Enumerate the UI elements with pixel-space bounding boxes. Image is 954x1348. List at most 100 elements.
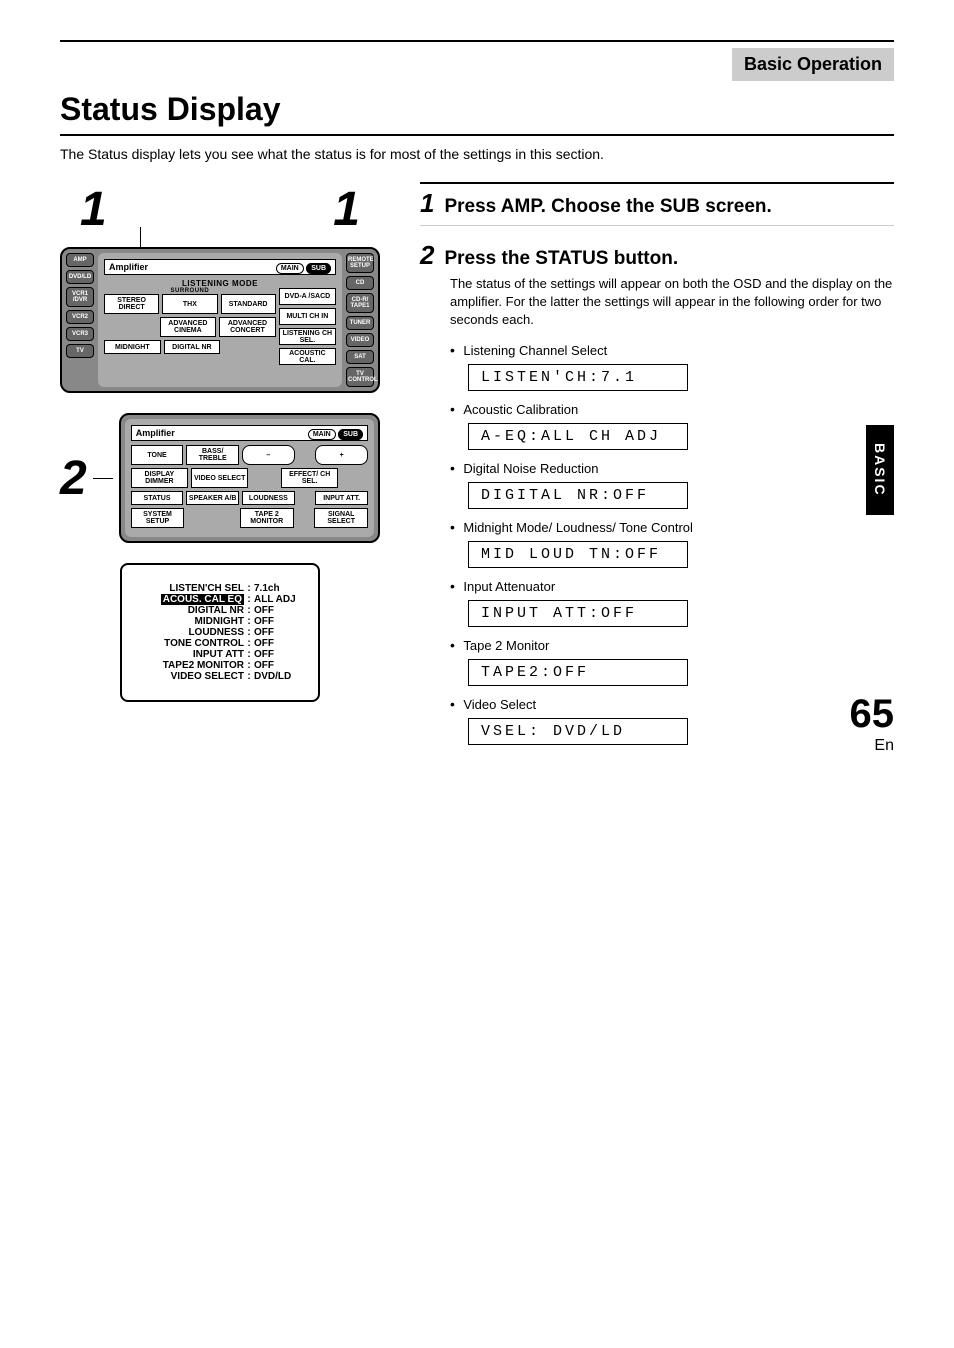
pointer-2: 2: [60, 451, 87, 506]
page-title: Status Display: [60, 91, 894, 136]
btn-multich: MULTI CH IN: [279, 308, 336, 325]
btn-thx: THX: [162, 294, 217, 314]
osd-row: MIDNIGHT:OFF: [144, 616, 296, 627]
btn-dvda-sacd: DVD-A /SACD: [279, 288, 336, 305]
sel-dvdld: DVD/LD: [66, 270, 94, 284]
sel-tv: TV: [66, 344, 94, 358]
pointer-1-right: 1: [333, 182, 360, 237]
lcd-display: DIGITAL NR:OFF: [468, 482, 688, 509]
btn-status: STATUS: [131, 491, 184, 505]
remote-diagram-2: Amplifier MAIN SUB TONE BASS/ TREBLE – +: [119, 413, 380, 543]
osd-row: INPUT ATT:OFF: [144, 649, 296, 660]
osd-row: TAPE2 MONITOR:OFF: [144, 660, 296, 671]
sel-cd: CD: [346, 276, 374, 290]
status-item-label: • Digital Noise Reduction: [450, 460, 894, 478]
sel-video: VIDEO: [346, 333, 374, 347]
page-number-block: 65 En: [850, 692, 895, 755]
remote1-title-text: Amplifier: [109, 262, 148, 272]
status-item-label: • Midnight Mode/ Loudness/ Tone Control: [450, 519, 894, 537]
status-item-label: • Tape 2 Monitor: [450, 637, 894, 655]
pointer-line: [140, 227, 141, 247]
osd-panel: LISTEN'CH SEL:7.1chACOUS. CAL EQ:ALL ADJ…: [120, 563, 320, 702]
intro-text: The Status display lets you see what the…: [60, 146, 894, 162]
sel-tuner: TUNER: [346, 316, 374, 330]
btn-input-att: INPUT ATT.: [315, 491, 368, 505]
btn-acoustic-cal: ACOUSTIC CAL.: [279, 348, 336, 365]
lcd-display: INPUT ATT:OFF: [468, 600, 688, 627]
status-item: • Listening Channel Select LISTEN'CH:7.1: [450, 342, 894, 391]
remote2-title: Amplifier MAIN SUB: [131, 425, 368, 441]
btn-display-dimmer: DISPLAY DIMMER: [131, 468, 188, 488]
step-2-body: The status of the settings will appear o…: [450, 275, 894, 330]
sel-remote-setup: REMOTE SETUP: [346, 253, 374, 273]
left-column: 1 1 AMP DVD/LD VCR1 /DVR VCR2 VCR3 TV Am…: [60, 182, 380, 702]
pill-main: MAIN: [276, 263, 304, 274]
step-1-num: 1: [420, 188, 434, 219]
btn-digital-nr: DIGITAL NR: [164, 340, 221, 354]
status-item: • Tape 2 Monitor TAPE2:OFF: [450, 637, 894, 686]
step-2-num: 2: [420, 240, 434, 271]
status-list: • Listening Channel SelectLISTEN'CH:7.1•…: [450, 342, 894, 745]
btn-minus: –: [242, 445, 295, 465]
btn-video-select: VIDEO SELECT: [191, 468, 248, 488]
lcd-display: TAPE2:OFF: [468, 659, 688, 686]
btn-loudness: LOUDNESS: [242, 491, 295, 505]
pill-sub-2: SUB: [338, 429, 363, 440]
chapter-title: Basic Operation: [732, 48, 894, 81]
btn-effect-chsel: EFFECT/ CH SEL.: [281, 468, 338, 488]
sel-sat: SAT: [346, 350, 374, 364]
pointer-1-left: 1: [80, 182, 107, 237]
status-item-label: • Video Select: [450, 696, 894, 714]
side-tab: BASIC: [866, 425, 894, 515]
btn-system-setup: SYSTEM SETUP: [131, 508, 185, 528]
lcd-display: VSEL: DVD/LD: [468, 718, 688, 745]
remote1-left-selectors: AMP DVD/LD VCR1 /DVR VCR2 VCR3 TV: [66, 253, 94, 387]
page-lang: En: [850, 737, 895, 755]
status-item: • Video Select VSEL: DVD/LD: [450, 696, 894, 745]
btn-midnight: MIDNIGHT: [104, 340, 161, 354]
status-item-label: • Listening Channel Select: [450, 342, 894, 360]
btn-standard: STANDARD: [221, 294, 276, 314]
status-item: • Input Attenuator INPUT ATT:OFF: [450, 578, 894, 627]
status-item: • Midnight Mode/ Loudness/ Tone Control M…: [450, 519, 894, 568]
lcd-display: A-EQ:ALL CH ADJ: [468, 423, 688, 450]
pill-sub: SUB: [306, 263, 331, 274]
main-content: 1 1 AMP DVD/LD VCR1 /DVR VCR2 VCR3 TV Am…: [60, 182, 894, 755]
page-number: 65: [850, 692, 895, 737]
lcd-display: LISTEN'CH:7.1: [468, 364, 688, 391]
sel-vcr3: VCR3: [66, 327, 94, 341]
step-1-heading: 1 Press AMP. Choose the SUB screen.: [420, 182, 894, 226]
remote-diagram-1: AMP DVD/LD VCR1 /DVR VCR2 VCR3 TV Amplif…: [60, 247, 380, 393]
btn-adv-concert: ADVANCED CONCERT: [219, 317, 276, 337]
pill-main-2: MAIN: [308, 429, 336, 440]
sel-tvcontrol: TV CONTROL: [346, 367, 374, 387]
btn-tone: TONE: [131, 445, 184, 465]
status-item-label: • Input Attenuator: [450, 578, 894, 596]
lcd-display: MID LOUD TN:OFF: [468, 541, 688, 568]
step-2-heading: 2 Press the STATUS button.: [420, 240, 894, 271]
step-2-text: Press the STATUS button.: [444, 248, 678, 270]
btn-listen-chsel: LISTENING CH SEL.: [279, 328, 336, 345]
sel-amp: AMP: [66, 253, 94, 267]
sel-vcr2: VCR2: [66, 310, 94, 324]
osd-row: VIDEO SELECT:DVD/LD: [144, 671, 296, 682]
remote1-title: Amplifier MAIN SUB: [104, 259, 336, 275]
listening-mode-label: LISTENING MODE: [104, 279, 336, 288]
btn-tape2-monitor: TAPE 2 MONITOR: [240, 508, 294, 528]
sel-vcr1: VCR1 /DVR: [66, 287, 94, 307]
osd-row: LOUDNESS:OFF: [144, 627, 296, 638]
sel-cdr: CD-R/ TAPE1: [346, 293, 374, 313]
remote2-title-text: Amplifier: [136, 428, 175, 438]
status-item-label: • Acoustic Calibration: [450, 401, 894, 419]
osd-row: LISTEN'CH SEL:7.1ch: [144, 583, 296, 594]
remote1-right-selectors: REMOTE SETUP CD CD-R/ TAPE1 TUNER VIDEO …: [346, 253, 374, 387]
status-item: • Acoustic Calibration A-EQ:ALL CH ADJ: [450, 401, 894, 450]
remote1-screen: Amplifier MAIN SUB LISTENING MODE SURROU…: [98, 253, 342, 387]
osd-row: ACOUS. CAL EQ:ALL ADJ: [144, 594, 296, 605]
btn-bass-treble: BASS/ TREBLE: [186, 445, 239, 465]
btn-plus: +: [315, 445, 368, 465]
osd-row: TONE CONTROL:OFF: [144, 638, 296, 649]
right-column: 1 Press AMP. Choose the SUB screen. 2 Pr…: [420, 182, 894, 755]
header-bar: Basic Operation: [60, 40, 894, 81]
btn-adv-cinema: ADVANCED CINEMA: [160, 317, 217, 337]
